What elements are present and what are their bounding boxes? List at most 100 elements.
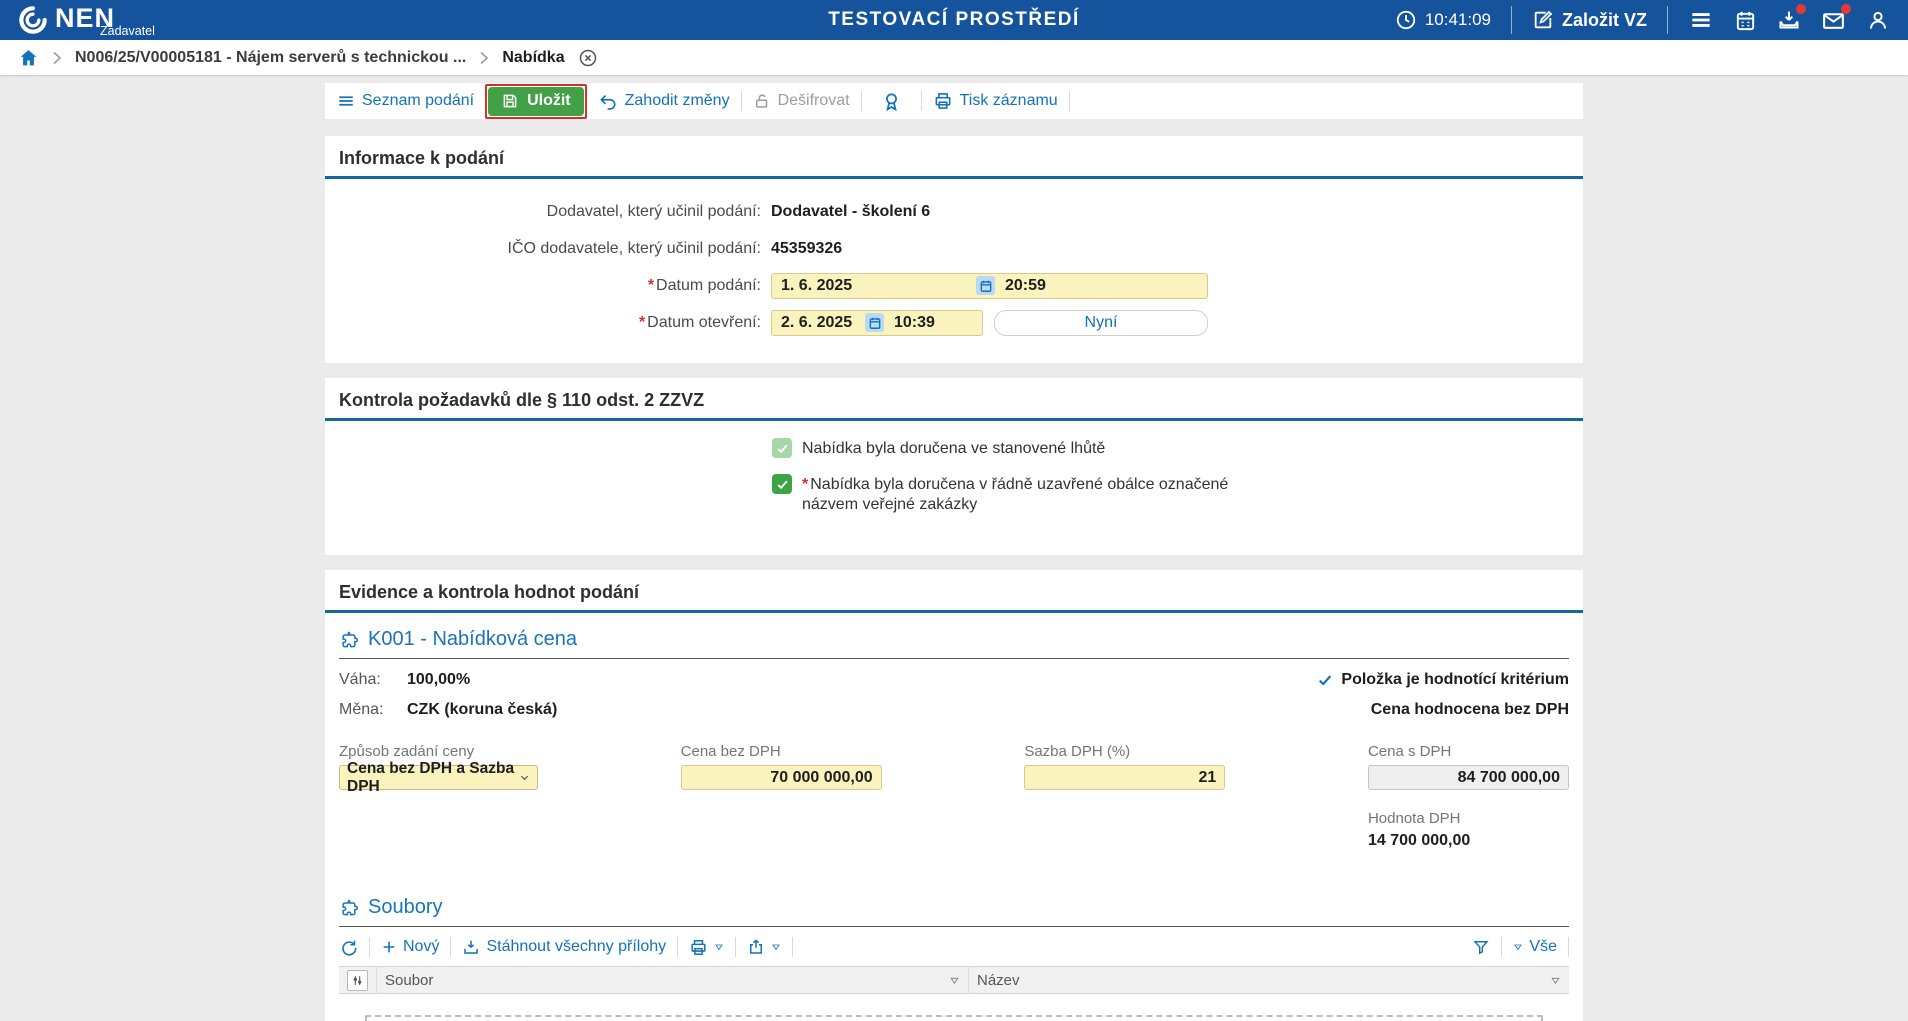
weight-field: Váha: 100,00% bbox=[339, 671, 470, 689]
certificate-icon[interactable] bbox=[881, 91, 902, 112]
brand-name: NEN bbox=[55, 3, 116, 33]
field-label: Hodnota DPH bbox=[1367, 810, 1461, 827]
inbox-downloads-button[interactable] bbox=[1777, 4, 1806, 32]
section-submission-info: Informace k podání Dodavatel, který učin… bbox=[325, 136, 1583, 363]
field-label: Cena bez DPH bbox=[680, 743, 781, 760]
checkbox-sealed-envelope[interactable] bbox=[772, 474, 792, 494]
column-header-file[interactable]: Soubor bbox=[376, 967, 968, 993]
menu-icon[interactable] bbox=[1688, 7, 1714, 33]
puzzle-icon bbox=[339, 898, 359, 918]
brand-role-label: Zadavatel bbox=[100, 24, 155, 38]
toolbar-divider bbox=[677, 937, 679, 957]
field-row-open-date: * Datum otevření: 2. 6. 2025 10:39 Nyní bbox=[325, 304, 1583, 341]
required-marker: * bbox=[802, 476, 809, 493]
save-button-highlight: Uložit bbox=[485, 83, 587, 119]
refresh-icon[interactable] bbox=[339, 938, 358, 957]
divider bbox=[339, 926, 1569, 927]
calendar-icon[interactable] bbox=[1734, 9, 1757, 32]
open-datetime-field: 2. 6. 2025 10:39 bbox=[771, 309, 983, 336]
field-label: IČO dodavatele, který učinil podání: bbox=[507, 239, 761, 257]
now-button[interactable]: Nyní bbox=[994, 309, 1208, 336]
nen-brand[interactable]: NEN Zadavatel bbox=[18, 0, 155, 40]
toolbar-divider bbox=[740, 91, 742, 111]
submissions-list-button[interactable]: Seznam podání bbox=[337, 92, 474, 110]
user-profile-button[interactable] bbox=[1866, 8, 1890, 32]
list-icon bbox=[337, 92, 355, 110]
topbar-actions: 10:41:09 Založit VZ bbox=[1395, 3, 1890, 34]
criterion-title: K001 - Nabídková cena bbox=[368, 628, 578, 650]
field-label: Sazba DPH (%) bbox=[1024, 743, 1131, 760]
discard-changes-button[interactable]: Zahodit změny bbox=[598, 91, 730, 111]
chevron-right-icon bbox=[479, 51, 489, 65]
toolbar-divider bbox=[450, 937, 452, 957]
price-mode-select[interactable]: Cena bez DPH a Sazba DPH bbox=[339, 760, 538, 795]
section-title: Kontrola požadavků dle § 110 odst. 2 ZZV… bbox=[325, 378, 1583, 421]
new-file-button[interactable]: Nový bbox=[381, 938, 439, 956]
net-price-input[interactable]: 70 000 000,00 bbox=[680, 765, 882, 790]
close-tab-icon[interactable] bbox=[578, 48, 598, 68]
toolbar-divider bbox=[1568, 937, 1569, 957]
messages-button[interactable] bbox=[1821, 3, 1851, 33]
print-record-button[interactable]: Tisk záznamu bbox=[933, 91, 1058, 111]
vat-evaluation-flag: Cena hodnocena bez DPH bbox=[1370, 701, 1569, 718]
open-time-input[interactable]: 10:39 bbox=[894, 313, 935, 331]
save-button[interactable]: Uložit bbox=[488, 86, 584, 116]
download-tray-icon bbox=[1777, 8, 1801, 32]
breadcrumb-current-page[interactable]: Nabídka bbox=[502, 48, 565, 66]
toolbar-divider bbox=[1068, 91, 1070, 111]
filter-all-button[interactable]: Vše bbox=[1513, 938, 1557, 956]
gross-price-readonly: 84 700 000,00 bbox=[1367, 765, 1569, 790]
breadcrumb-contract[interactable]: N006/25/V00005181 - Nájem serverů s tech… bbox=[75, 48, 467, 66]
check-row-sealed-envelope: * Nabídka byla doručena v řádně uzavřené … bbox=[772, 474, 1583, 515]
export-icon bbox=[747, 938, 765, 956]
files-toolbar: Nový Stáhnout všechny přílohy bbox=[339, 937, 1569, 957]
field-label: Dodavatel, který učinil podání: bbox=[546, 202, 761, 220]
topbar-divider bbox=[1511, 6, 1512, 34]
section-title: Evidence a kontrola hodnot podání bbox=[325, 570, 1583, 613]
vat-rate-input[interactable]: 21 bbox=[1024, 765, 1226, 790]
save-icon bbox=[501, 92, 519, 110]
decrypt-button[interactable]: Dešifrovat bbox=[753, 92, 850, 110]
weight-row: Váha: 100,00% Položka je hodnotící krité… bbox=[339, 671, 1569, 689]
date-picker-icon[interactable] bbox=[865, 313, 884, 332]
clock-icon bbox=[1395, 9, 1417, 31]
column-header-name[interactable]: Název bbox=[968, 967, 1569, 993]
chevron-down-icon bbox=[519, 772, 530, 783]
create-vz-button[interactable]: Založit VZ bbox=[1532, 9, 1647, 31]
chevron-right-icon bbox=[52, 51, 62, 65]
column-settings-cell bbox=[339, 969, 376, 991]
field-label: Způsob zadání ceny bbox=[339, 743, 475, 760]
criterion-k001-header: K001 - Nabídková cena bbox=[339, 628, 1569, 651]
column-chooser-icon[interactable] bbox=[347, 969, 368, 991]
divider bbox=[339, 658, 1569, 659]
submit-date-input[interactable]: 1. 6. 2025 bbox=[781, 276, 853, 294]
breadcrumb: N006/25/V00005181 - Nájem serverů s tech… bbox=[0, 40, 1908, 75]
currency-field: Měna: CZK (koruna česká) bbox=[339, 701, 557, 719]
submit-time-input[interactable]: 20:59 bbox=[1005, 276, 1046, 294]
notification-badge bbox=[1841, 3, 1851, 14]
printer-icon bbox=[933, 91, 953, 111]
column-filter-icon[interactable] bbox=[949, 975, 960, 986]
submit-datetime-field: 1. 6. 2025 20:59 bbox=[771, 272, 1208, 299]
price-entry-grid: Způsob zadání ceny Cena bez DPH a Sazba … bbox=[339, 743, 1569, 850]
gross-price-column: Cena s DPH 84 700 000,00 Hodnota DPH 14 … bbox=[1367, 743, 1569, 850]
print-files-menu[interactable] bbox=[689, 938, 724, 957]
section-title: Informace k podání bbox=[325, 136, 1583, 179]
open-date-input[interactable]: 2. 6. 2025 bbox=[781, 313, 853, 331]
files-title: Soubory bbox=[368, 896, 443, 918]
checkbox-delivered-on-time[interactable] bbox=[772, 438, 792, 458]
date-picker-icon[interactable] bbox=[976, 276, 995, 295]
funnel-filter-icon[interactable] bbox=[1472, 938, 1490, 956]
currency-row: Měna: CZK (koruna česká) Cena hodnocena … bbox=[339, 701, 1569, 719]
puzzle-icon bbox=[339, 630, 359, 650]
toolbar-divider bbox=[369, 937, 370, 957]
export-files-menu[interactable] bbox=[747, 938, 781, 956]
file-dropzone[interactable]: Místo pro vaše dokumenty Dokumenty sem m… bbox=[365, 1015, 1543, 1021]
unlock-icon bbox=[753, 92, 771, 110]
requirements-checklist: Nabídka byla doručena ve stanovené lhůtě… bbox=[325, 421, 1583, 555]
download-all-attachments-button[interactable]: Stáhnout všechny přílohy bbox=[462, 938, 666, 956]
supplier-value: Dodavatel - školení 6 bbox=[771, 202, 931, 220]
home-icon[interactable] bbox=[18, 47, 39, 68]
undo-icon bbox=[598, 91, 618, 111]
column-filter-icon[interactable] bbox=[1550, 975, 1561, 986]
